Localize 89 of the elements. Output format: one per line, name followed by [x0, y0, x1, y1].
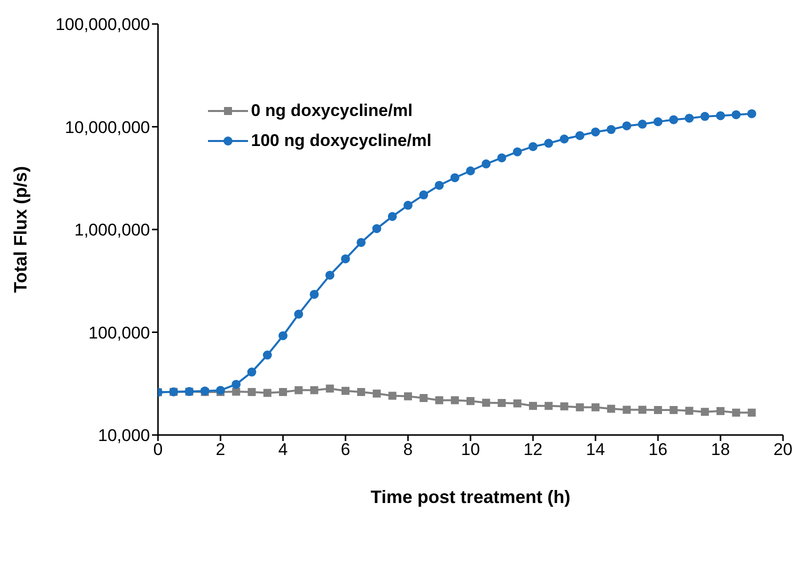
x-tick-label: 10 — [461, 440, 480, 460]
point — [576, 403, 584, 412]
x-tick-label: 4 — [278, 440, 288, 460]
point — [420, 394, 428, 402]
point — [232, 388, 240, 396]
x-tick-label: 18 — [711, 440, 730, 460]
point — [388, 212, 397, 221]
point — [529, 402, 537, 410]
y-tick-label: 100,000 — [88, 323, 150, 342]
point — [466, 166, 475, 176]
point — [342, 386, 350, 395]
point — [512, 147, 522, 156]
point — [654, 406, 662, 414]
point — [528, 142, 538, 152]
point — [435, 396, 444, 404]
x-tick-label: 8 — [403, 440, 413, 460]
point — [263, 388, 272, 397]
point — [326, 384, 334, 393]
point — [310, 386, 318, 394]
point — [732, 408, 740, 417]
y-tick-label: 10,000,000 — [64, 118, 150, 137]
point — [685, 406, 694, 415]
point — [356, 238, 366, 247]
point — [716, 111, 725, 120]
point — [325, 270, 334, 280]
point — [404, 200, 412, 210]
point — [278, 331, 288, 340]
point — [310, 290, 319, 299]
point — [607, 404, 616, 413]
point — [248, 388, 256, 396]
x-axis-title: Time post treatment (h) — [370, 487, 570, 507]
point — [544, 138, 554, 148]
point — [732, 110, 741, 120]
point — [482, 159, 491, 168]
point — [294, 310, 304, 319]
point — [670, 406, 678, 414]
point — [388, 392, 396, 400]
point — [247, 368, 256, 377]
point — [716, 407, 724, 416]
point — [419, 190, 428, 200]
x-tick-label: 16 — [648, 440, 668, 460]
legend-label: 0 ng doxycycline/ml — [251, 101, 413, 121]
point — [450, 396, 459, 404]
point — [279, 388, 287, 396]
point — [341, 254, 350, 264]
point — [450, 173, 460, 182]
point — [748, 408, 756, 417]
point — [232, 380, 241, 389]
x-tick-label: 14 — [586, 440, 605, 460]
point — [638, 406, 646, 414]
point — [262, 350, 272, 360]
y-tick-label: 10,000 — [98, 426, 150, 446]
point — [575, 131, 584, 140]
legend-label: 100 ng doxycycline/ml — [251, 131, 432, 151]
point — [606, 125, 616, 134]
point — [654, 117, 662, 126]
point — [434, 180, 444, 190]
x-tick-label: 2 — [216, 440, 226, 460]
x-tick-label: 20 — [774, 440, 792, 460]
point — [700, 112, 710, 121]
point — [404, 392, 412, 400]
x-tick-label: 12 — [524, 440, 542, 460]
point — [372, 224, 382, 234]
point — [372, 390, 381, 398]
point — [700, 408, 709, 416]
x-tick-label: 6 — [340, 440, 350, 460]
point — [497, 153, 506, 162]
point — [560, 402, 568, 410]
x-tick-label: 0 — [153, 440, 163, 460]
point — [622, 121, 632, 130]
point — [669, 115, 678, 124]
point — [482, 398, 490, 407]
point — [466, 397, 474, 406]
point — [216, 386, 225, 395]
point — [294, 386, 303, 394]
point — [592, 403, 600, 412]
y-tick-label: 1,000,000 — [74, 220, 150, 240]
point — [591, 127, 600, 136]
y-tick-label: 100,000,000 — [55, 15, 150, 34]
point — [747, 109, 756, 118]
point — [513, 399, 522, 408]
point — [638, 120, 647, 129]
point — [622, 406, 631, 414]
point — [498, 398, 506, 407]
point — [684, 114, 694, 123]
point — [560, 134, 569, 144]
point — [544, 402, 553, 410]
y-axis-title: Total Flux (p/s) — [10, 166, 30, 293]
point — [357, 388, 366, 396]
